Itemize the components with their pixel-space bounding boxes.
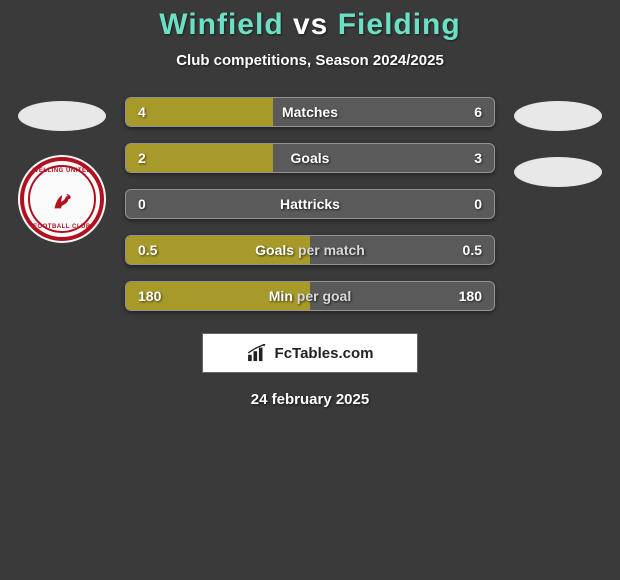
player2-name: Fielding — [338, 8, 461, 41]
left-column: WELLING UNITED FOOTBALL CLUB — [17, 97, 107, 241]
main-row: WELLING UNITED FOOTBALL CLUB 4 Matches 6 2 G… — [0, 97, 620, 311]
bar-fill-left — [126, 144, 273, 172]
stat-label: Min per goal — [269, 288, 351, 304]
stat-value-right: 6 — [474, 104, 482, 120]
player1-club-crest: WELLING UNITED FOOTBALL CLUB — [20, 157, 104, 241]
vs-text: vs — [293, 8, 328, 41]
stat-bar: 0.5 Goals per match 0.5 — [125, 235, 495, 265]
brand-box: FcTables.com — [202, 333, 418, 373]
stat-bar: 2 Goals 3 — [125, 143, 495, 173]
player2-avatar-placeholder — [514, 101, 602, 131]
stat-bar: 180 Min per goal 180 — [125, 281, 495, 311]
comparison-infographic: Winfield vs Fielding Club competitions, … — [0, 0, 620, 408]
stat-value-left: 180 — [138, 288, 161, 304]
stat-label: Goals — [291, 150, 330, 166]
player1-avatar-placeholder — [18, 101, 106, 131]
stat-value-left: 0.5 — [138, 242, 157, 258]
stat-value-left: 4 — [138, 104, 146, 120]
stat-label: Hattricks — [280, 196, 340, 212]
bar-fill-left — [126, 98, 273, 126]
brand-text: FcTables.com — [275, 345, 374, 362]
stat-bars: 4 Matches 6 2 Goals 3 0 Hattricks 0 0.5 Goals per … — [125, 97, 495, 311]
chart-icon — [247, 344, 269, 362]
crest-inner-ring — [28, 165, 96, 233]
crest-bottom-text: FOOTBALL CLUB — [33, 224, 90, 230]
subtitle: Club competitions, Season 2024/2025 — [0, 52, 620, 69]
stat-value-right: 0.5 — [463, 242, 482, 258]
stat-value-right: 0 — [474, 196, 482, 212]
date-line: 24 february 2025 — [0, 391, 620, 408]
stat-value-right: 180 — [459, 288, 482, 304]
right-column — [513, 97, 603, 187]
stat-bar: 0 Hattricks 0 — [125, 189, 495, 219]
page-title: Winfield vs Fielding — [0, 8, 620, 42]
player2-club-placeholder — [514, 157, 602, 187]
stat-value-right: 3 — [474, 150, 482, 166]
stat-label: Goals per match — [255, 242, 365, 258]
player1-name: Winfield — [159, 8, 283, 41]
stat-value-left: 2 — [138, 150, 146, 166]
stat-bar: 4 Matches 6 — [125, 97, 495, 127]
crest-top-text: WELLING UNITED — [33, 168, 92, 174]
stat-value-left: 0 — [138, 196, 146, 212]
stat-label: Matches — [282, 104, 338, 120]
